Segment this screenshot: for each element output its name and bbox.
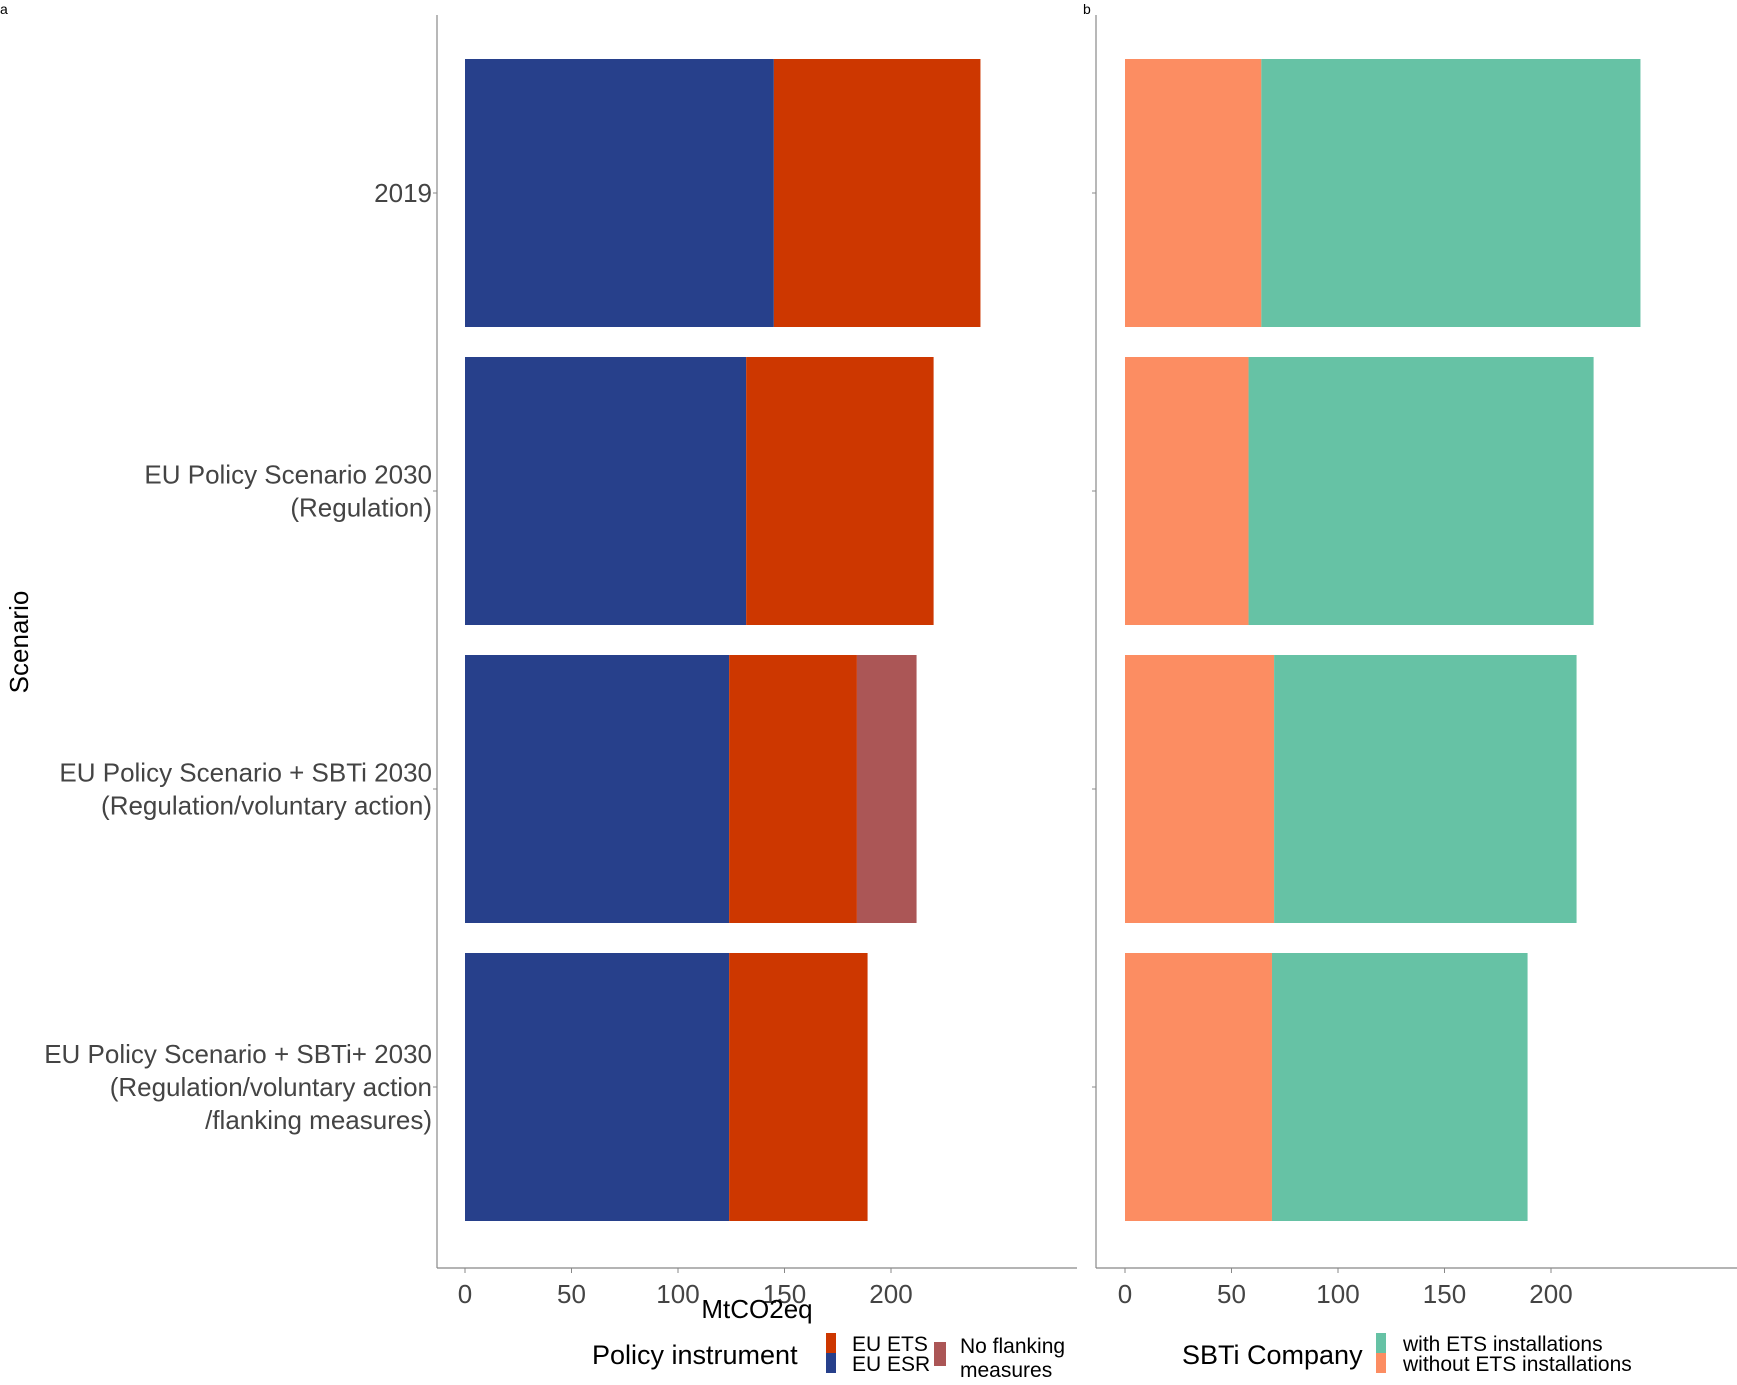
panel-letter: b	[1083, 1, 1091, 17]
legend-title: Policy instrument	[592, 1340, 798, 1370]
legend-title: SBTi Company	[1182, 1340, 1363, 1370]
legend-label: without ETS installations	[1402, 1353, 1632, 1376]
bar-without-ets-installations	[1125, 953, 1272, 1221]
legend-sbti-company: SBTi Company with ETS installationswithou…	[1182, 1333, 1632, 1376]
category-label: EU Policy Scenario + SBTi+ 2030 (Regulati…	[44, 1039, 432, 1135]
panel-letter: a	[0, 1, 8, 17]
legend-key-eu-esr	[826, 1353, 836, 1373]
legend-label: No flanking measures	[960, 1335, 1065, 1382]
bar-eu-esr	[465, 59, 774, 327]
category-label: 2019	[374, 178, 432, 208]
bar-with-ets-installations	[1261, 59, 1641, 327]
bar-eu-esr	[465, 655, 730, 923]
x-tick-label: 100	[1316, 1279, 1359, 1309]
x-tick-label: 100	[656, 1279, 699, 1309]
bar-eu-ets	[729, 655, 857, 923]
legend-label: with ETS installations	[1402, 1333, 1603, 1356]
legend-label: EU ESR	[852, 1353, 930, 1376]
x-tick-label: 0	[1118, 1279, 1132, 1309]
panel-b: b 0 50 100 150 200	[1083, 1, 1737, 1309]
category-label: EU Policy Scenario 2030 (Regulation)	[144, 460, 432, 523]
x-axis-title: MtCO2eq	[701, 1294, 812, 1324]
bar-without-ets-installations	[1125, 59, 1262, 327]
x-tick-label: 50	[557, 1279, 586, 1309]
x-tick-label: 50	[1217, 1279, 1246, 1309]
bar-eu-ets	[729, 953, 868, 1221]
y-axis-title: Scenario	[4, 591, 34, 694]
x-tick-label: 200	[869, 1279, 912, 1309]
panel-a: a 2019 EU Policy Scenario 2030 (Regulation)…	[0, 1, 1077, 1324]
bar-with-ets-installations	[1248, 357, 1594, 625]
category-label: EU Policy Scenario + SBTi 2030 (Regulatio…	[59, 758, 432, 821]
x-tick-label: 150	[763, 1279, 806, 1309]
bar-no-flanking-measures	[856, 655, 917, 923]
bar-eu-ets	[746, 357, 934, 625]
legend-key-no-flanking-measures	[934, 1342, 946, 1366]
bar-without-ets-installations	[1125, 655, 1275, 923]
bar-eu-esr	[465, 953, 730, 1221]
legend-key-without-ets-installations	[1376, 1353, 1386, 1373]
bar-eu-esr	[465, 357, 747, 625]
legend-label: EU ETS	[852, 1333, 928, 1356]
legend-key-with-ets-installations	[1376, 1333, 1386, 1353]
x-tick-label: 0	[458, 1279, 472, 1309]
legend-key-eu-ets	[826, 1333, 836, 1353]
bar-eu-ets	[773, 59, 981, 327]
bar-without-ets-installations	[1125, 357, 1249, 625]
x-tick-label: 150	[1423, 1279, 1466, 1309]
bar-with-ets-installations	[1274, 655, 1577, 923]
x-tick-label: 200	[1529, 1279, 1572, 1309]
bar-with-ets-installations	[1271, 953, 1528, 1221]
